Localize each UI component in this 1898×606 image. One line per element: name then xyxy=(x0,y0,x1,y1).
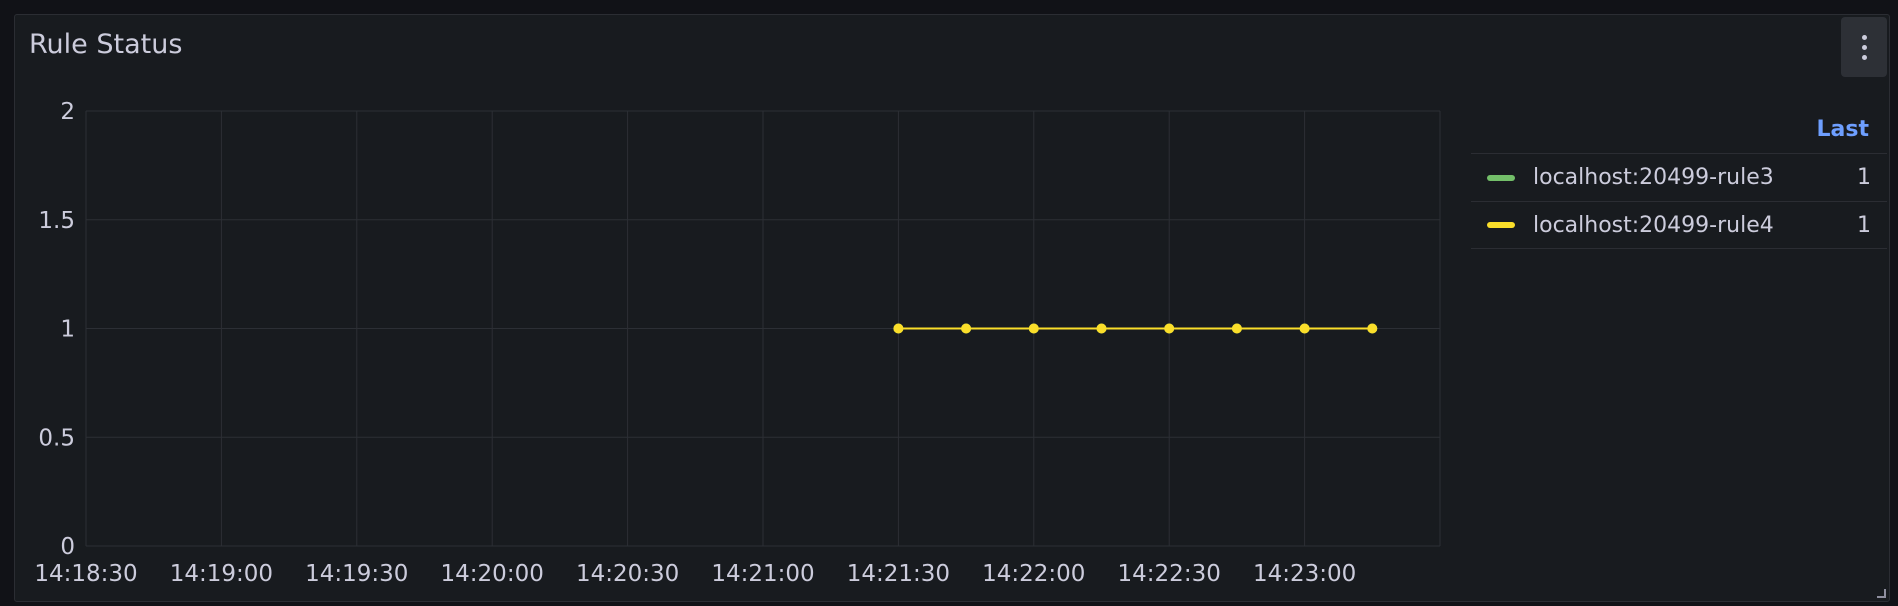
kebab-menu-icon xyxy=(1861,34,1867,40)
legend-item-name: localhost:20499-rule4 xyxy=(1533,212,1774,238)
legend-swatch-icon xyxy=(1487,222,1515,228)
x-tick-label: 14:19:30 xyxy=(305,561,408,587)
y-tick-label: 0 xyxy=(60,534,75,560)
legend-item[interactable]: localhost:20499-rule3 1 xyxy=(1471,153,1887,201)
x-tick-label: 14:19:00 xyxy=(170,561,273,587)
y-tick-label: 1 xyxy=(60,317,75,343)
x-tick-label: 14:20:00 xyxy=(441,561,544,587)
rule-status-panel: Rule Status 0 0.5 1 1.5 2 14:18:30 14:19:00 14… xyxy=(14,14,1890,602)
y-tick-label: 0.5 xyxy=(38,425,75,451)
data-point xyxy=(893,323,904,334)
data-point xyxy=(961,323,972,334)
data-point xyxy=(1231,323,1242,334)
data-point xyxy=(1299,323,1310,334)
x-tick-label: 14:20:30 xyxy=(576,561,679,587)
x-axis-ticks: 14:18:30 14:19:00 14:19:30 14:20:00 14:20:30… xyxy=(34,561,1356,587)
data-point xyxy=(1096,323,1107,334)
x-tick-label: 14:23:00 xyxy=(1253,561,1356,587)
chart-series xyxy=(893,323,1378,334)
legend-item-last: 1 xyxy=(1857,165,1871,190)
time-series-chart[interactable]: 0 0.5 1 1.5 2 14:18:30 14:19:00 14:19:30 14:20:… xyxy=(15,15,1455,601)
legend-item-name: localhost:20499-rule3 xyxy=(1533,165,1774,190)
y-axis-ticks: 0 0.5 1 1.5 2 xyxy=(38,99,75,560)
x-tick-label: 14:18:30 xyxy=(34,561,137,587)
legend-item-last: 1 xyxy=(1857,212,1871,238)
chart-legend: Last localhost:20499-rule3 1 localhost:2… xyxy=(1471,107,1887,249)
legend-item[interactable]: localhost:20499-rule4 1 xyxy=(1471,201,1887,249)
legend-header-last[interactable]: Last xyxy=(1816,117,1869,142)
x-tick-label: 14:22:30 xyxy=(1118,561,1221,587)
resize-handle[interactable] xyxy=(1877,589,1886,598)
data-point xyxy=(1164,323,1175,334)
data-point xyxy=(1028,323,1039,334)
x-tick-label: 14:21:00 xyxy=(711,561,814,587)
y-tick-label: 1.5 xyxy=(38,208,75,234)
x-tick-label: 14:21:30 xyxy=(847,561,950,587)
panel-title: Rule Status xyxy=(29,29,183,60)
y-tick-label: 2 xyxy=(60,99,75,125)
data-point xyxy=(1367,323,1378,334)
legend-swatch-icon xyxy=(1487,174,1515,181)
panel-menu-button[interactable] xyxy=(1841,17,1887,77)
x-tick-label: 14:22:00 xyxy=(982,561,1085,587)
